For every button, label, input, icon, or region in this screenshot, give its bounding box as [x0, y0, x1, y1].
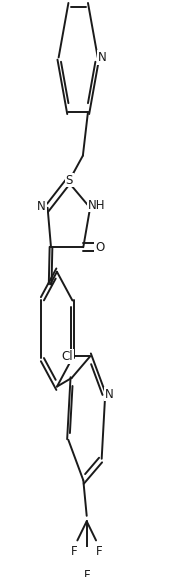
Text: N: N [105, 388, 114, 400]
Text: S: S [66, 174, 73, 187]
Text: F: F [96, 545, 103, 558]
Text: N: N [37, 200, 46, 213]
Text: N: N [98, 51, 106, 64]
Text: O: O [95, 241, 104, 254]
Text: Cl: Cl [61, 350, 73, 363]
Text: F: F [71, 545, 77, 558]
Text: NH: NH [88, 198, 106, 212]
Text: F: F [83, 569, 90, 577]
